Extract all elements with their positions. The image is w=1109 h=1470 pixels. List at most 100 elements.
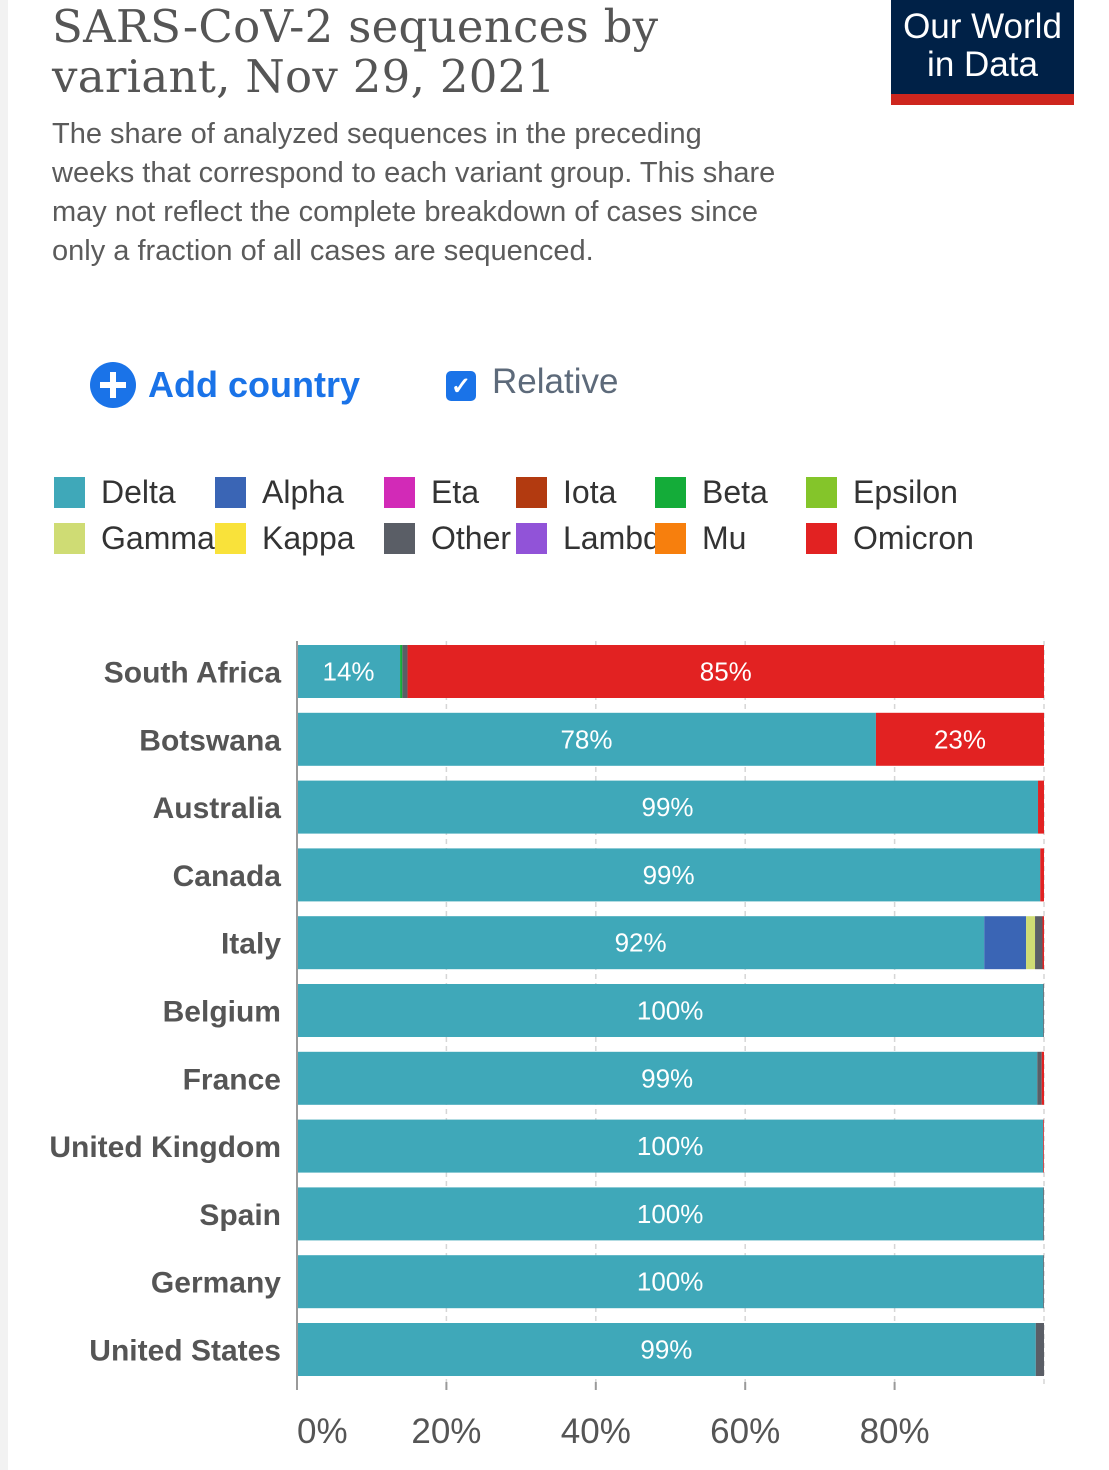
x-tick-label: 20% <box>411 1412 481 1451</box>
legend-item-omicron[interactable]: Omicron <box>806 520 974 557</box>
page-edge <box>0 0 8 1470</box>
bar-segment-italy-alpha <box>984 916 1027 970</box>
legend-label: Iota <box>563 474 617 510</box>
relative-toggle[interactable]: ✓ Relative <box>446 362 618 402</box>
legend-label: Omicron <box>853 520 974 556</box>
relative-label: Relative <box>492 362 619 401</box>
legend-item-gamma[interactable]: Gamma <box>54 520 215 557</box>
bar-segment-germany-other <box>1043 1255 1044 1309</box>
owid-logo[interactable]: Our World in Data <box>891 0 1074 105</box>
bar-segment-spain-delta <box>297 1187 1044 1241</box>
data-label: 99% <box>640 1335 692 1365</box>
legend-item-delta[interactable]: Delta <box>54 474 176 511</box>
checkbox-checked-icon[interactable]: ✓ <box>446 371 476 401</box>
data-label: 100% <box>637 1199 704 1229</box>
data-label: 92% <box>615 928 667 958</box>
bar-segment-south-africa-other <box>402 645 408 698</box>
logo-accent-bar <box>891 94 1074 105</box>
country-label-italy: Italy <box>221 928 281 961</box>
chart-title-line2: variant, Nov 29, 2021 <box>52 50 556 103</box>
bar-segment-belgium-delta <box>297 984 1044 1037</box>
data-label: 85% <box>700 657 752 687</box>
legend-swatch <box>54 523 85 554</box>
legend-item-beta[interactable]: Beta <box>655 474 768 511</box>
bar-segment-united-kingdom-delta <box>297 1119 1044 1173</box>
country-label-south-africa: South Africa <box>104 657 282 690</box>
data-label: 23% <box>934 724 986 754</box>
country-label-united-kingdom: United Kingdom <box>49 1131 281 1164</box>
bar-segment-south-africa-beta <box>400 645 403 698</box>
legend-label: Eta <box>431 474 480 510</box>
bar-segment-italy-delta <box>297 916 985 970</box>
bar-segment-canada-omicron <box>1040 848 1044 902</box>
legend-label: Alpha <box>262 474 344 510</box>
bar-segment-united-states-delta <box>297 1323 1036 1376</box>
bar-segment-botswana-delta <box>297 712 876 766</box>
data-label: 99% <box>641 1063 693 1093</box>
legend-item-other[interactable]: Other <box>384 520 511 557</box>
legend-item-kappa[interactable]: Kappa <box>215 520 355 557</box>
chart-title: SARS-CoV-2 sequences by variant, Nov 29,… <box>52 2 812 102</box>
data-label: 78% <box>560 724 612 754</box>
bar-segment-south-africa-omicron <box>407 645 1044 698</box>
legend-swatch <box>806 477 837 508</box>
bar-segment-south-africa-delta <box>297 645 401 698</box>
legend-label: Beta <box>702 474 768 510</box>
country-label-australia: Australia <box>153 792 282 825</box>
data-label: 100% <box>637 1131 704 1161</box>
legend-swatch <box>806 523 837 554</box>
legend-item-alpha[interactable]: Alpha <box>215 474 344 511</box>
legend-item-eta[interactable]: Eta <box>384 474 479 511</box>
legend-swatch <box>384 523 415 554</box>
country-label-germany: Germany <box>151 1267 281 1300</box>
legend-label: Gamma <box>101 520 215 556</box>
legend-swatch <box>215 523 246 554</box>
chart-subtitle: The share of analyzed sequences in the p… <box>52 118 776 267</box>
bar-segment-germany-delta <box>297 1255 1044 1309</box>
bar-segment-botswana-omicron <box>875 712 1044 766</box>
legend-item-mu[interactable]: Mu <box>655 520 746 557</box>
legend-swatch <box>655 523 686 554</box>
bar-segment-spain-other <box>1043 1187 1044 1241</box>
legend-swatch <box>655 477 686 508</box>
logo-text: Our World in Data <box>891 8 1074 84</box>
bar-segment-italy-omicron <box>1042 916 1044 970</box>
x-tick-label: 60% <box>710 1412 780 1451</box>
country-label-belgium: Belgium <box>163 996 281 1029</box>
legend-label: Mu <box>702 520 747 556</box>
legend-swatch <box>516 477 547 508</box>
bar-segment-australia-omicron <box>1038 780 1044 834</box>
legend-label: Delta <box>101 474 176 510</box>
logo-line1: Our World <box>903 7 1062 46</box>
legend-label: Other <box>431 520 512 556</box>
data-label: 99% <box>641 792 693 822</box>
x-tick-label: 80% <box>860 1412 930 1451</box>
chart-controls: Add country ✓ Relative <box>90 362 790 416</box>
chart-title-line1: SARS-CoV-2 sequences by <box>52 0 659 53</box>
country-label-botswana: Botswana <box>139 724 281 757</box>
add-country-label: Add country <box>148 364 360 405</box>
legend-swatch <box>54 477 85 508</box>
bar-segment-united-kingdom-omicron <box>1043 1119 1044 1173</box>
country-label-spain: Spain <box>199 1199 281 1232</box>
legend-swatch <box>384 477 415 508</box>
country-label-united-states: United States <box>89 1335 281 1368</box>
legend-swatch <box>516 523 547 554</box>
legend-item-iota[interactable]: Iota <box>516 474 616 511</box>
bar-segment-belgium-other <box>1043 984 1044 1037</box>
legend-label: Epsilon <box>853 474 958 510</box>
x-tick-label: 40% <box>561 1412 631 1451</box>
data-label: 14% <box>323 657 375 687</box>
bar-segment-united-states-other <box>1035 1323 1044 1376</box>
x-tick-label: 0% <box>297 1412 348 1451</box>
bar-segment-france-other <box>1037 1051 1042 1105</box>
logo-line2: in Data <box>927 45 1038 84</box>
bar-segment-france-delta <box>297 1051 1038 1105</box>
bar-segment-france-omicron <box>1041 1051 1044 1105</box>
country-label-france: France <box>183 1063 281 1096</box>
bar-segment-australia-delta <box>297 780 1039 834</box>
legend-item-epsilon[interactable]: Epsilon <box>806 474 958 511</box>
bar-segment-italy-gamma <box>1026 916 1036 970</box>
add-country-button[interactable]: Add country <box>90 362 360 408</box>
